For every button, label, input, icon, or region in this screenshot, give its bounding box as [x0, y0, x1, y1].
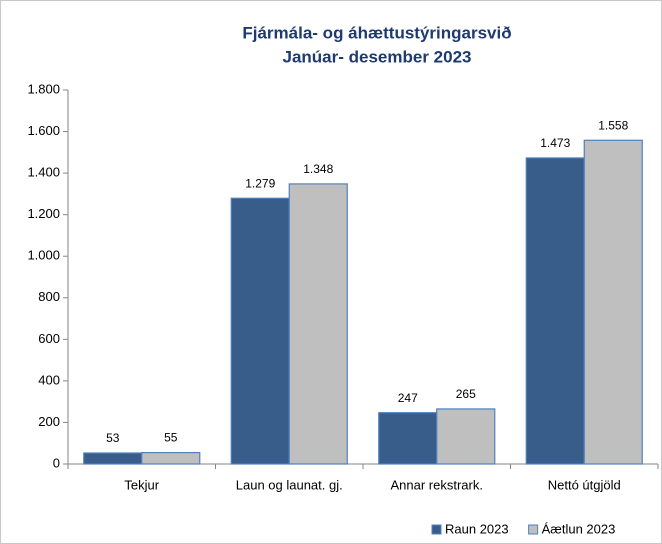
y-tick-label: 600	[38, 331, 60, 346]
value-label: 265	[456, 387, 476, 401]
bar	[141, 451, 201, 465]
bar	[230, 197, 290, 465]
y-tick-label: 1.600	[27, 123, 60, 138]
legend-swatch	[528, 524, 539, 535]
bar	[288, 183, 348, 465]
y-tick-label: 0	[53, 455, 60, 470]
y-tick-label: 1.000	[27, 248, 60, 263]
value-label: 1.558	[598, 118, 628, 132]
bar	[525, 157, 585, 465]
bar	[583, 139, 643, 465]
x-tick-label: Tekjur	[124, 477, 159, 492]
legend-swatch	[431, 524, 442, 535]
x-tick-label: Laun og launat. gj.	[236, 477, 343, 492]
x-tick-label: Nettó útgjöld	[548, 477, 621, 492]
y-tick-label: 1.800	[27, 81, 60, 96]
value-label: 1.279	[245, 176, 275, 190]
x-tick-label: Annar rekstrark.	[391, 477, 483, 492]
legend-label: Áætlun 2023	[542, 521, 616, 536]
y-tick-label: 1.400	[27, 165, 60, 180]
chart-subtitle: Janúar- desember 2023	[283, 47, 472, 66]
value-label: 247	[398, 391, 418, 405]
y-tick-label: 400	[38, 372, 60, 387]
y-tick-label: 800	[38, 289, 60, 304]
value-label: 1.348	[303, 162, 333, 176]
value-label: 53	[106, 431, 120, 445]
value-label: 55	[164, 431, 178, 445]
y-tick-label: 200	[38, 414, 60, 429]
bar	[436, 408, 496, 465]
chart-title: Fjármála- og áhættustýringarsvið	[242, 23, 511, 42]
legend-label: Raun 2023	[445, 521, 509, 536]
bar	[378, 412, 438, 465]
y-tick-label: 1.200	[27, 206, 60, 221]
bar	[83, 452, 143, 465]
value-label: 1.473	[540, 136, 570, 150]
